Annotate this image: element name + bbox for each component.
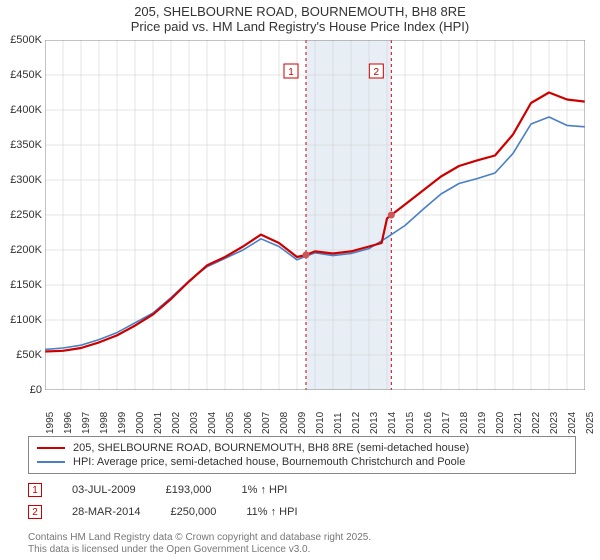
x-tick-label: 2010 — [315, 412, 326, 434]
x-tick-label: 1995 — [45, 412, 56, 434]
x-tick-label: 2017 — [441, 412, 452, 434]
x-tick-label: 1997 — [81, 412, 92, 434]
x-tick-label: 2001 — [153, 412, 164, 434]
title-sub: Price paid vs. HM Land Registry's House … — [0, 19, 600, 34]
x-tick-label: 2008 — [279, 412, 290, 434]
svg-text:1: 1 — [288, 67, 294, 78]
annotation-price: £193,000 — [166, 484, 212, 496]
x-axis: 1995 1996 1997 1998 1999 2000 2001 2002 2003 2004… — [45, 392, 585, 432]
legend-item: HPI: Average price, semi-detached house,… — [37, 455, 567, 469]
x-tick-label: 2002 — [171, 412, 182, 434]
legend-label: HPI: Average price, semi-detached house,… — [73, 456, 465, 468]
plot-svg: 12 — [45, 40, 585, 390]
y-tick-label: £400K — [10, 104, 42, 116]
x-tick-label: 2013 — [369, 412, 380, 434]
legend-line-icon — [37, 447, 65, 449]
footer-line-2: This data is licensed under the Open Gov… — [28, 544, 371, 556]
x-tick-label: 2004 — [207, 412, 218, 434]
x-tick-label: 2019 — [477, 412, 488, 434]
annotation-row-1: 1 03-JUL-2009 £193,000 1% ↑ HPI — [28, 483, 287, 497]
chart-container: 205, SHELBOURNE ROAD, BOURNEMOUTH, BH8 8… — [0, 0, 600, 560]
y-tick-label: £450K — [10, 69, 42, 81]
annotation-date: 28-MAR-2014 — [72, 506, 140, 518]
x-tick-label: 2011 — [333, 412, 344, 434]
title-main: 205, SHELBOURNE ROAD, BOURNEMOUTH, BH8 8… — [0, 4, 600, 19]
x-tick-label: 2005 — [225, 412, 236, 434]
x-tick-label: 2000 — [135, 412, 146, 434]
annotation-row-2: 2 28-MAR-2014 £250,000 11% ↑ HPI — [28, 505, 298, 519]
x-tick-label: 2006 — [243, 412, 254, 434]
y-tick-label: £250K — [10, 209, 42, 221]
legend-label: 205, SHELBOURNE ROAD, BOURNEMOUTH, BH8 8… — [73, 442, 469, 454]
x-tick-label: 1996 — [63, 412, 74, 434]
plot-area: 12 — [45, 40, 585, 390]
x-tick-label: 2020 — [495, 412, 506, 434]
x-tick-label: 1999 — [117, 412, 128, 434]
x-tick-label: 2023 — [549, 412, 560, 434]
x-tick-label: 2024 — [567, 412, 578, 434]
y-tick-label: £500K — [10, 34, 42, 46]
y-axis: £0£50K£100K£150K£200K£250K£300K£350K£400… — [0, 40, 44, 390]
x-tick-label: 2025 — [585, 412, 596, 434]
y-tick-label: £350K — [10, 139, 42, 151]
y-tick-label: £200K — [10, 244, 42, 256]
y-tick-label: £100K — [10, 314, 42, 326]
x-tick-label: 2007 — [261, 412, 272, 434]
x-tick-label: 2014 — [387, 412, 398, 434]
x-tick-label: 2015 — [405, 412, 416, 434]
footer: Contains HM Land Registry data © Crown c… — [28, 532, 371, 556]
annotation-delta: 11% ↑ HPI — [246, 506, 297, 518]
annotation-delta: 1% ↑ HPI — [241, 484, 287, 496]
x-tick-label: 2016 — [423, 412, 434, 434]
annotation-date: 03-JUL-2009 — [72, 484, 136, 496]
annotation-marker-1: 1 — [28, 483, 42, 497]
y-tick-label: £50K — [16, 349, 42, 361]
x-tick-label: 2003 — [189, 412, 200, 434]
footer-line-1: Contains HM Land Registry data © Crown c… — [28, 532, 371, 544]
y-tick-label: £0 — [30, 384, 42, 396]
y-tick-label: £150K — [10, 279, 42, 291]
titles: 205, SHELBOURNE ROAD, BOURNEMOUTH, BH8 8… — [0, 0, 600, 34]
annotation-price: £250,000 — [170, 506, 216, 518]
annotation-marker-2: 2 — [28, 505, 42, 519]
x-tick-label: 2022 — [531, 412, 542, 434]
x-tick-label: 2018 — [459, 412, 470, 434]
y-tick-label: £300K — [10, 174, 42, 186]
legend: 205, SHELBOURNE ROAD, BOURNEMOUTH, BH8 8… — [28, 436, 576, 474]
legend-item: 205, SHELBOURNE ROAD, BOURNEMOUTH, BH8 8… — [37, 441, 567, 455]
x-tick-label: 2009 — [297, 412, 308, 434]
x-tick-label: 1998 — [99, 412, 110, 434]
svg-text:2: 2 — [374, 67, 380, 78]
legend-line-icon — [37, 461, 65, 463]
x-tick-label: 2012 — [351, 412, 362, 434]
x-tick-label: 2021 — [513, 412, 524, 434]
